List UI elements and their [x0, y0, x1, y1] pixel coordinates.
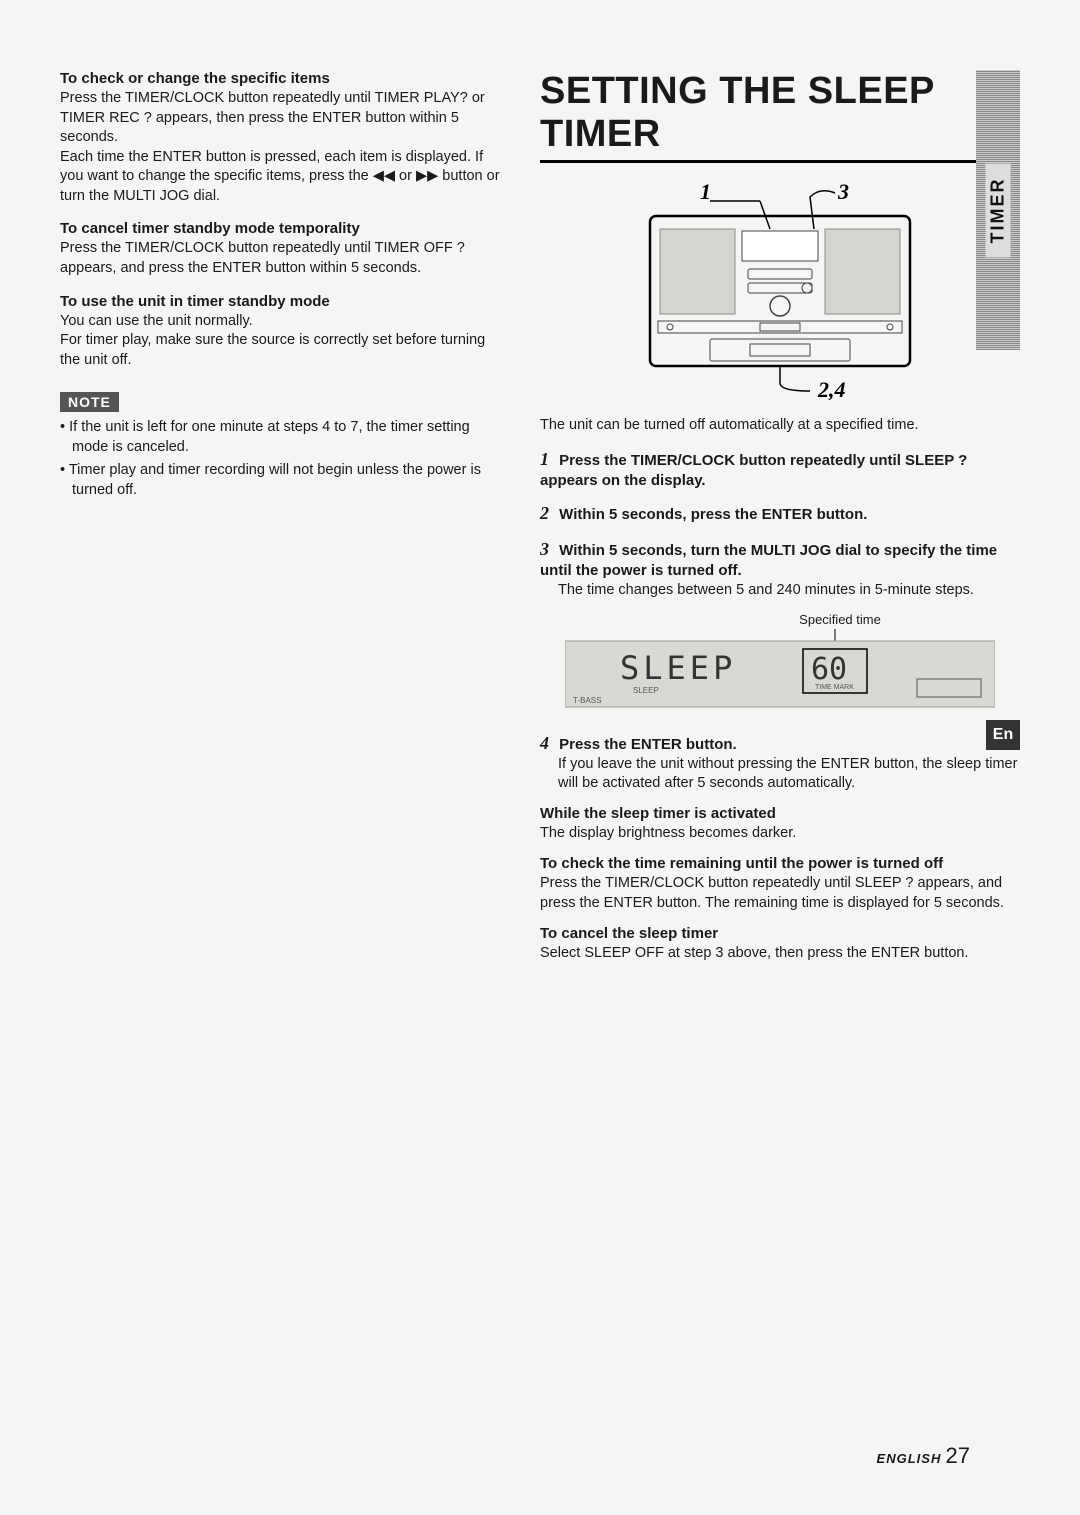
step-3: 3 Within 5 seconds, turn the MULTI JOG d…	[540, 538, 1020, 600]
page-footer: ENGLISH 27	[877, 1443, 970, 1469]
subbody-cancel-sleep: Select SLEEP OFF at step 3 above, then p…	[540, 944, 1020, 964]
subheading-while-activated: While the sleep timer is activated	[540, 805, 1020, 822]
subbody-check-remaining: Press the TIMER/CLOCK button repeatedly …	[540, 874, 1020, 913]
step-3-number: 3	[540, 539, 549, 559]
note-item-2: Timer play and timer recording will not …	[60, 461, 500, 500]
note-list: If the unit is left for one minute at st…	[60, 418, 500, 500]
left-body-use-standby: You can use the unit normally. For timer…	[60, 312, 500, 371]
lcd-sleep-text: SLEEP	[620, 649, 736, 687]
subheading-cancel-sleep: To cancel the sleep timer	[540, 925, 1020, 942]
step-4-number: 4	[540, 733, 549, 753]
side-tab-label: TIMER	[986, 163, 1011, 257]
step-2-heading: Within 5 seconds, press the ENTER button…	[559, 506, 867, 523]
lcd-tbass-indicator: T-BASS	[573, 696, 601, 705]
note-label: NOTE	[60, 392, 119, 412]
step-1-heading: Press the TIMER/CLOCK button repeatedly …	[540, 452, 967, 489]
left-column: To check or change the specific items Pr…	[60, 70, 500, 976]
step-3-heading: Within 5 seconds, turn the MULTI JOG dia…	[540, 542, 997, 579]
footer-language: ENGLISH	[877, 1451, 942, 1466]
right-column: SETTING THE SLEEP TIMER 1 3	[540, 70, 1020, 976]
language-badge: En	[986, 720, 1020, 750]
step-2: 2 Within 5 seconds, press the ENTER butt…	[540, 502, 1020, 525]
footer-page-number: 27	[946, 1443, 970, 1468]
step-2-number: 2	[540, 503, 549, 523]
lcd-caption: Specified time	[540, 612, 1020, 627]
left-heading-use-standby: To use the unit in timer standby mode	[60, 293, 500, 310]
step-4-heading: Press the ENTER button.	[559, 736, 737, 753]
main-title: SETTING THE SLEEP TIMER	[540, 70, 1020, 163]
intro-text: The unit can be turned off automatically…	[540, 416, 1020, 436]
left-body-check-change: Press the TIMER/CLOCK button repeatedly …	[60, 89, 500, 206]
lcd-sleep-indicator: SLEEP	[633, 686, 659, 695]
step-3-body: The time changes between 5 and 240 minut…	[540, 581, 1020, 600]
left-heading-cancel-standby: To cancel timer standby mode temporality	[60, 220, 500, 237]
left-heading-check-change: To check or change the specific items	[60, 70, 500, 87]
step-4: 4 Press the ENTER button. If you leave t…	[540, 732, 1020, 793]
subbody-while-activated: The display brightness becomes darker.	[540, 824, 1020, 844]
step-4-body: If you leave the unit without pressing t…	[540, 755, 1020, 793]
callout-1: 1	[700, 181, 711, 204]
callout-24: 2,4	[817, 377, 846, 401]
lcd-display: Specified time SLEEP SLEEP T-BASS 60 TIM…	[540, 612, 1020, 714]
step-1: 1 Press the TIMER/CLOCK button repeatedl…	[540, 448, 1020, 491]
lcd-time-value: 60	[811, 652, 847, 687]
callout-3: 3	[837, 181, 849, 204]
left-body-cancel-standby: Press the TIMER/CLOCK button repeatedly …	[60, 239, 500, 278]
subheading-check-remaining: To check the time remaining until the po…	[540, 855, 1020, 872]
side-tab-timer: TIMER	[976, 70, 1020, 350]
note-item-1: If the unit is left for one minute at st…	[60, 418, 500, 457]
page-content: To check or change the specific items Pr…	[60, 70, 1020, 976]
device-diagram: 1 3	[540, 181, 1020, 406]
step-1-number: 1	[540, 449, 549, 469]
lcd-time-mark: TIME MARK	[815, 684, 854, 691]
